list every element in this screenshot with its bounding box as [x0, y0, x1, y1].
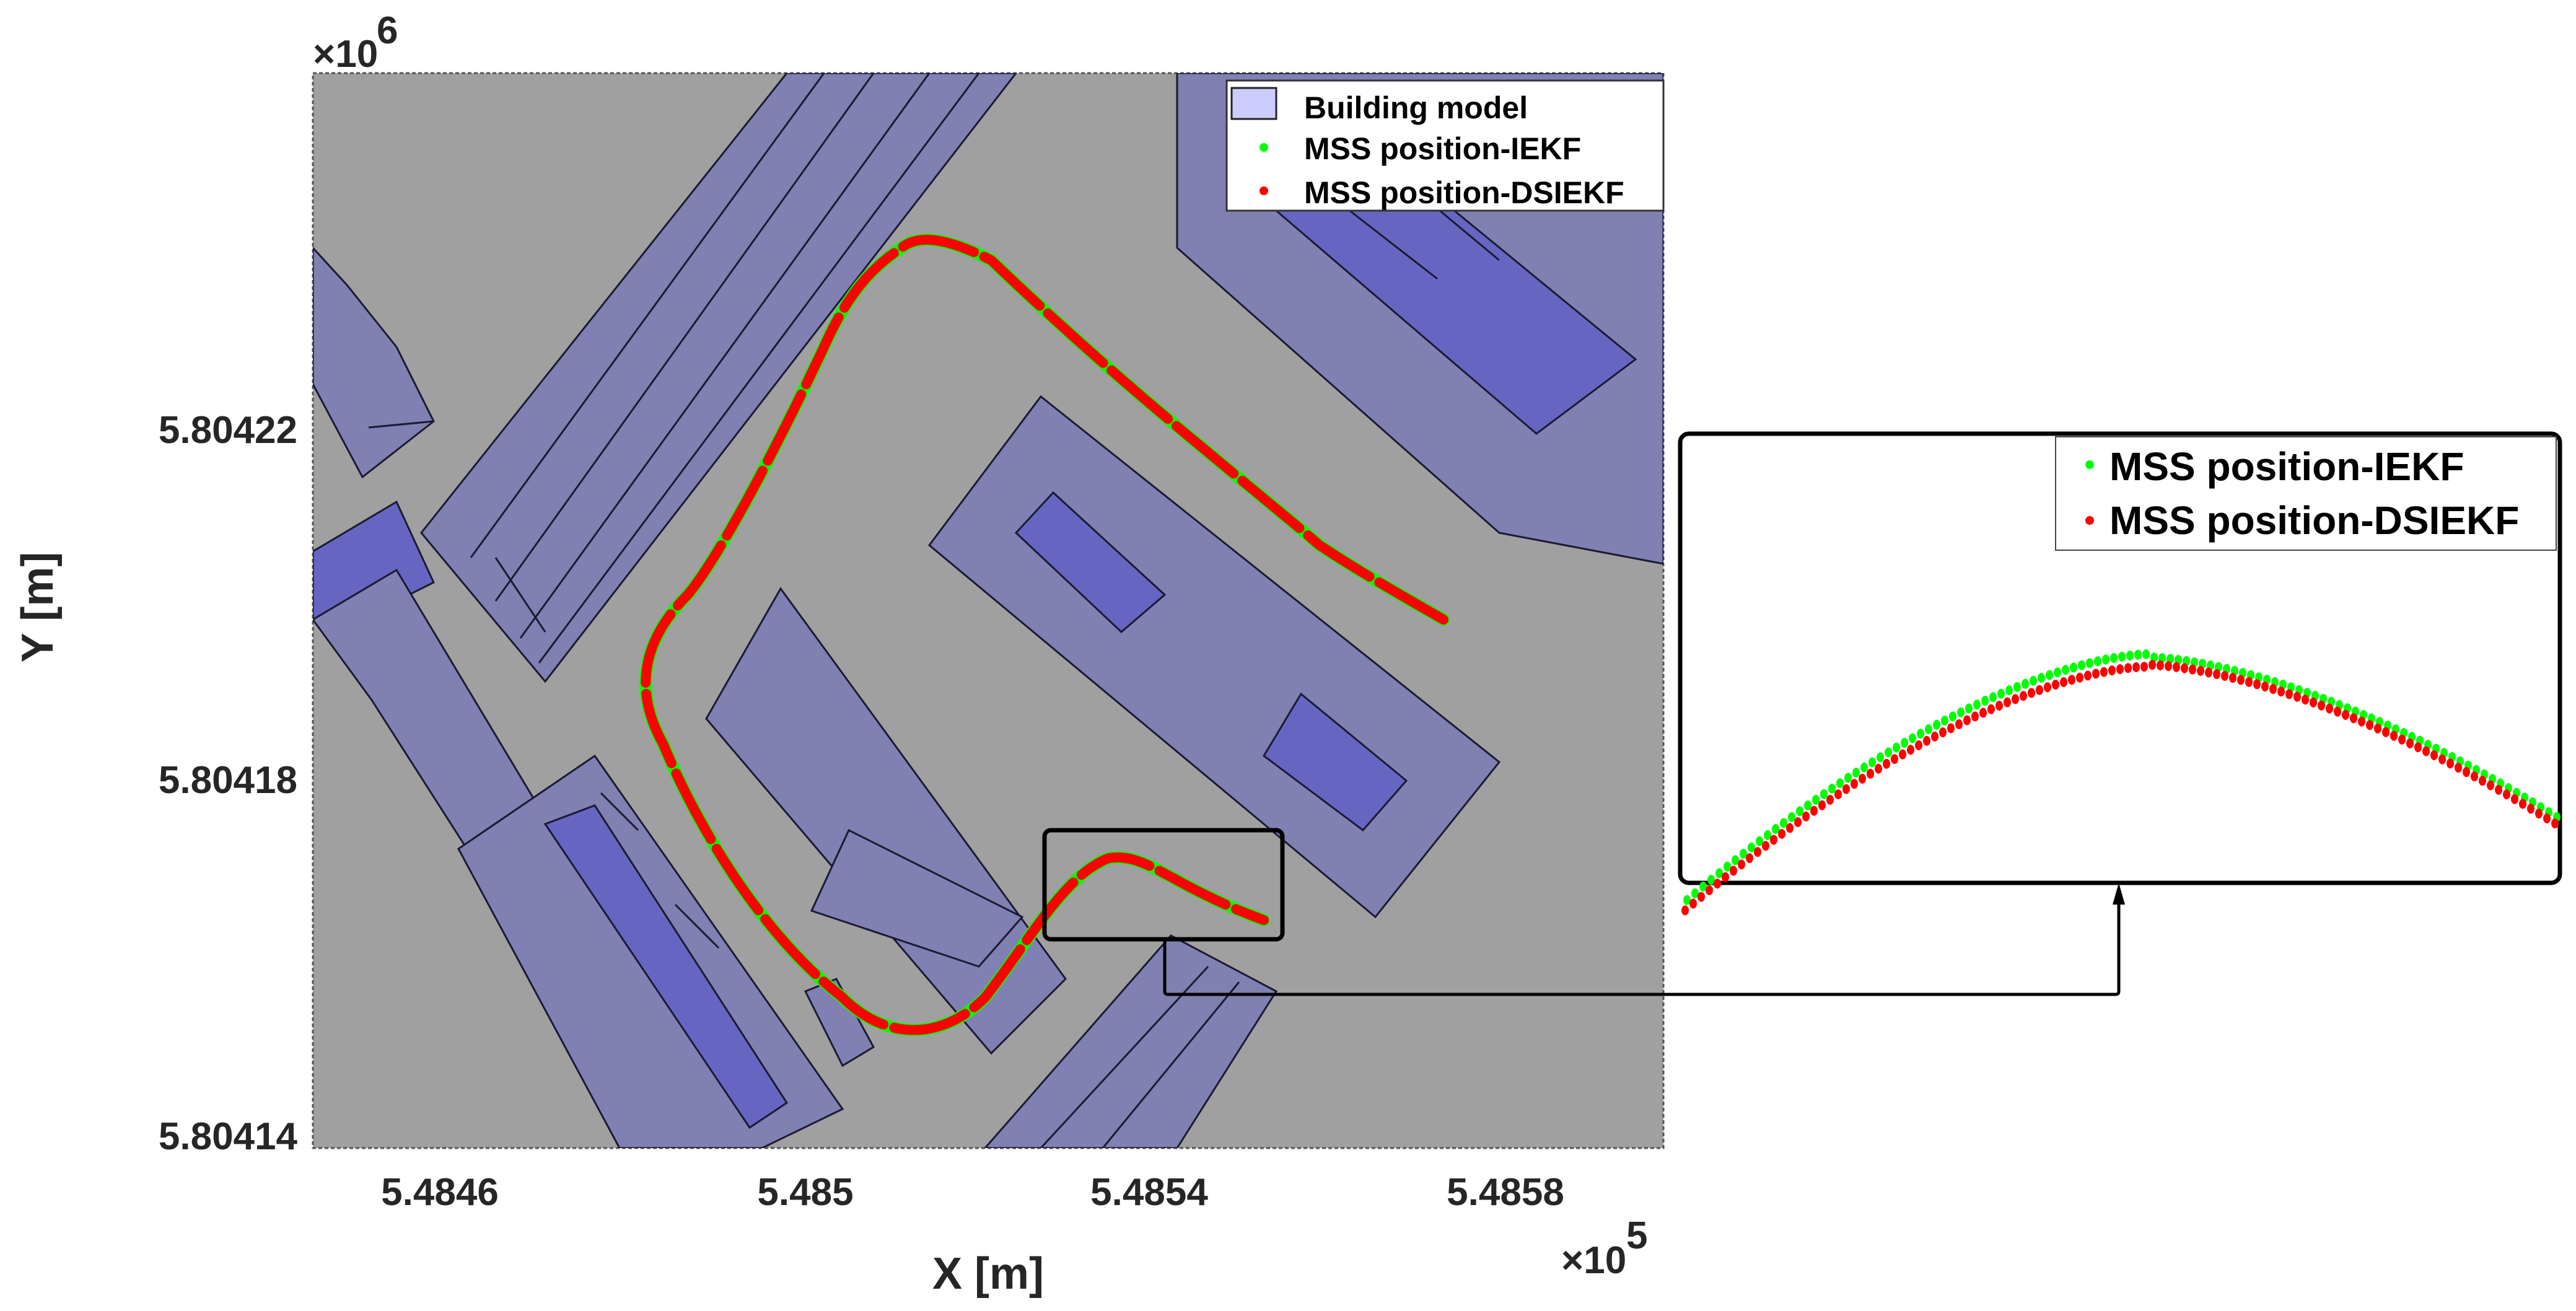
inset-legend-iekf-dot-icon — [2085, 460, 2094, 469]
inset-legend: MSS position-IEKF MSS position-DSIEKF — [2055, 436, 2557, 551]
zoom-connector-arrow — [1163, 895, 2121, 996]
inset-dots — [1681, 649, 2561, 916]
x-exponent-power: 5 — [1626, 1214, 1647, 1257]
y-exponent-power: 6 — [377, 9, 398, 52]
legend-label-iekf: MSS position-IEKF — [1304, 131, 1581, 166]
y-exponent: ×10 6 — [313, 9, 398, 76]
x-tick-4: 5.4858 — [1447, 1171, 1564, 1214]
inset-legend-dsiekf-dot-icon — [2085, 516, 2094, 525]
inset-panel: MSS position-IEKF MSS position-DSIEKF — [1678, 431, 2562, 916]
y-tick-2: 5.80418 — [159, 759, 297, 802]
legend: Building model MSS position-IEKF MSS pos… — [1225, 79, 1665, 212]
legend-iekf-dot-icon — [1260, 143, 1268, 152]
x-tick-1: 5.4846 — [381, 1171, 499, 1214]
inset-legend-label-iekf: MSS position-IEKF — [2109, 444, 2464, 489]
x-exponent: ×10 5 — [1561, 1214, 1647, 1282]
x-axis-ticks: 5.4846 5.485 5.4854 5.4858 — [381, 1171, 1564, 1214]
legend-building-swatch — [1230, 87, 1277, 120]
x-axis-label: X [m] — [932, 1249, 1044, 1299]
y-axis-label: Y [m] — [13, 552, 63, 663]
y-tick-1: 5.80422 — [159, 409, 297, 452]
arrowhead-icon — [2113, 883, 2125, 905]
y-axis-ticks: 5.80422 5.80418 5.80414 — [159, 409, 298, 1158]
trajectory — [639, 233, 1450, 1037]
inset-legend-label-dsiekf: MSS position-DSIEKF — [2109, 498, 2519, 543]
x-exponent-base: ×10 — [1561, 1239, 1626, 1282]
y-tick-3: 5.80414 — [159, 1115, 298, 1158]
legend-dsiekf-dot-icon — [1260, 186, 1268, 195]
y-exponent-base: ×10 — [313, 33, 378, 76]
x-tick-3: 5.4854 — [1090, 1171, 1208, 1214]
legend-label-dsiekf: MSS position-DSIEKF — [1304, 175, 1624, 210]
legend-label-building: Building model — [1304, 90, 1528, 125]
x-tick-2: 5.485 — [757, 1171, 853, 1214]
